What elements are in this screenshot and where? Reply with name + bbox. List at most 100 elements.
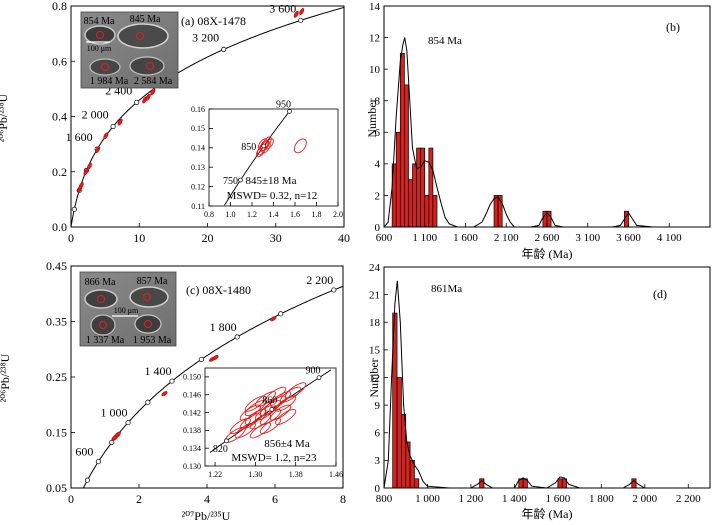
panel-b-peak-label: 854 Ma [428, 35, 462, 47]
panel-a-inset-y-tick-label: 0.16 [191, 105, 205, 114]
spot-marker-icon [144, 320, 152, 328]
panel-d-x-tick-label: 2 200 [676, 493, 701, 505]
panel-a-age-label: 2 000 [82, 108, 109, 122]
cl-label: 857 Ma [137, 276, 168, 287]
panel-a-y-tick-label: 0.2 [52, 165, 67, 179]
panel-a-age-marker [221, 46, 227, 52]
panel-b-frame [383, 5, 711, 228]
panel-d-y-tick-label: 9 [375, 400, 381, 412]
panel-c-y-tick-label: 0.35 [46, 315, 67, 329]
zircon-grain-icon [89, 58, 121, 76]
panel-a-age-marker [298, 17, 304, 23]
panel-a-inset-x-tick-label: 0.8 [204, 210, 214, 219]
panel-b-x-tick-label: 2 100 [494, 232, 519, 244]
panel-a-inset-ellipse [264, 138, 274, 150]
cl-label: 866 Ma [85, 277, 116, 288]
panel-c-x-tick-label: 0 [68, 492, 74, 506]
cl-label: 1 984 Ma [90, 76, 129, 87]
panel-b-x-tick-label: 1 600 [453, 232, 478, 244]
panel-c-age-marker [234, 334, 240, 340]
panel-c-inset-y-tick-label: 0.142 [183, 408, 201, 417]
panel-b-bar [399, 53, 405, 228]
panel-c-inset-y-tick-label: 0.146 [183, 391, 201, 400]
panel-a-inset-y-tick-label: 0.12 [191, 182, 205, 191]
panel-b-x-tick-label: 600 [376, 232, 393, 244]
panel-a-inset-age-label: 850 [241, 142, 256, 153]
spot-marker-icon [136, 32, 144, 40]
panel-a-inset-x-tick-label: 1.0 [226, 210, 236, 219]
panel-a-inset-age-marker [238, 177, 243, 183]
panel-c-inset-ellipse [285, 382, 307, 399]
panel-c-concordia: 600 1 000 1 400 1 800 2 200 0 2 4 6 8 0.05 0.15 0.25… [0, 259, 346, 523]
inset-age-text: 856±4 Ma [264, 438, 310, 450]
zircon-grain-icon [84, 25, 116, 45]
panel-d-x-tick-label: 1 200 [459, 493, 484, 505]
panel-c-inset-y-tick-label: 0.150 [183, 373, 201, 382]
panel-b-bar [432, 195, 438, 228]
spot-marker-icon [99, 321, 107, 329]
panel-c-analysis-ellipse [161, 391, 168, 397]
panel-c-y-tick-label: 0.45 [46, 259, 67, 273]
panel-c-frame [70, 265, 344, 489]
panel-a-inset-y-tick-label: 0.11 [191, 202, 205, 211]
panel-c-x-tick-label: 4 [204, 492, 210, 506]
panel-c-analysis-ellipse [212, 355, 219, 361]
panel-d-x-tick-label: 2 000 [632, 493, 657, 505]
panel-b-ylabel: Number [365, 98, 379, 137]
zircon-grain-icon [134, 314, 162, 334]
panel-d-label: (d) [653, 287, 667, 301]
spot-marker-icon [146, 62, 154, 70]
panel-c-inset-age-label: 860 [262, 395, 277, 406]
panel-c-concordia-curve [82, 285, 343, 489]
panel-c-age-marker [84, 477, 90, 483]
zircon-grain-icon [84, 289, 118, 309]
panel-c-age-marker [278, 311, 284, 317]
panel-a-analysis-ellipse [145, 93, 151, 101]
panel-a-inset-y-tick-label: 0.14 [191, 144, 205, 153]
panel-c-y-tick-label: 0.05 [46, 481, 67, 495]
panel-c-inset-ellipse [259, 417, 282, 434]
panel-b-bar [412, 163, 417, 228]
panel-a-analysis-ellipse [86, 162, 92, 170]
panel-d-x-tick-label: 1 400 [502, 493, 527, 505]
panel-a-cl-image: 854 Ma 845 Ma 100 μm 1 984 Ma 2 584 Ma [80, 11, 179, 89]
panel-a-inset-x-tick-label: 1.6 [290, 210, 300, 219]
inset-mswd-text: MSWD= 0.32, n=12 [227, 190, 318, 202]
panel-d-peak-label: 861Ma [431, 283, 462, 295]
panel-d-y-tick-label: 21 [369, 289, 380, 301]
panel-a-inset-age-marker [287, 109, 292, 114]
panel-c-inset-age-marker [269, 407, 275, 412]
panel-b-bar [404, 84, 409, 228]
panel-a-y-tick-label: 0.6 [52, 54, 67, 68]
panel-b-x-tick-label: 1 100 [412, 232, 437, 244]
panel-c-age-label: 1 000 [101, 406, 128, 420]
panel-a-x-tick-label: 30 [270, 231, 282, 245]
cl-label: 1 953 Ma [133, 335, 172, 346]
panel-c-inset-ellipse [229, 417, 251, 434]
panel-a-y-tick-label: 0.4 [52, 110, 67, 124]
panel-a-inset-age-marker [261, 143, 267, 149]
panel-b-y-tick-label: 6 [375, 127, 381, 139]
panel-b-x-tick-label: 2 600 [535, 232, 560, 244]
panel-b-bar [416, 147, 422, 228]
panel-c-inset-ellipse [244, 395, 266, 412]
panel-a-age-marker [71, 206, 77, 212]
inset-age-text: 845±18 Ma [246, 175, 297, 187]
panel-c-inset-ellipse [275, 395, 297, 412]
panel-c-xlabel: ²⁰⁷Pb/²³⁵U [182, 509, 231, 523]
panel-c-inset-ellipse [269, 404, 292, 421]
panel-a-y-tick-label: 0.8 [52, 0, 67, 13]
panel-a-x-tick-label: 10 [133, 231, 145, 245]
panel-d-bar [405, 441, 411, 489]
panel-c-age-label: 1 400 [144, 364, 171, 378]
panel-d-ylabel: Number [367, 358, 381, 397]
panel-a-inset-y-tick-label: 0.13 [191, 163, 205, 172]
panel-a-inset-age-label: 750 [223, 176, 238, 187]
panel-b-x-tick-label: 4 100 [657, 232, 682, 244]
panel-c-inset-x-tick-label: 1.30 [248, 470, 262, 479]
panel-c-inset-x-tick-label: 1.22 [208, 470, 222, 479]
panel-a-x-tick-label: 40 [338, 231, 350, 245]
panel-a-analysis-ellipse [117, 118, 123, 126]
panel-d-bar [557, 478, 563, 489]
